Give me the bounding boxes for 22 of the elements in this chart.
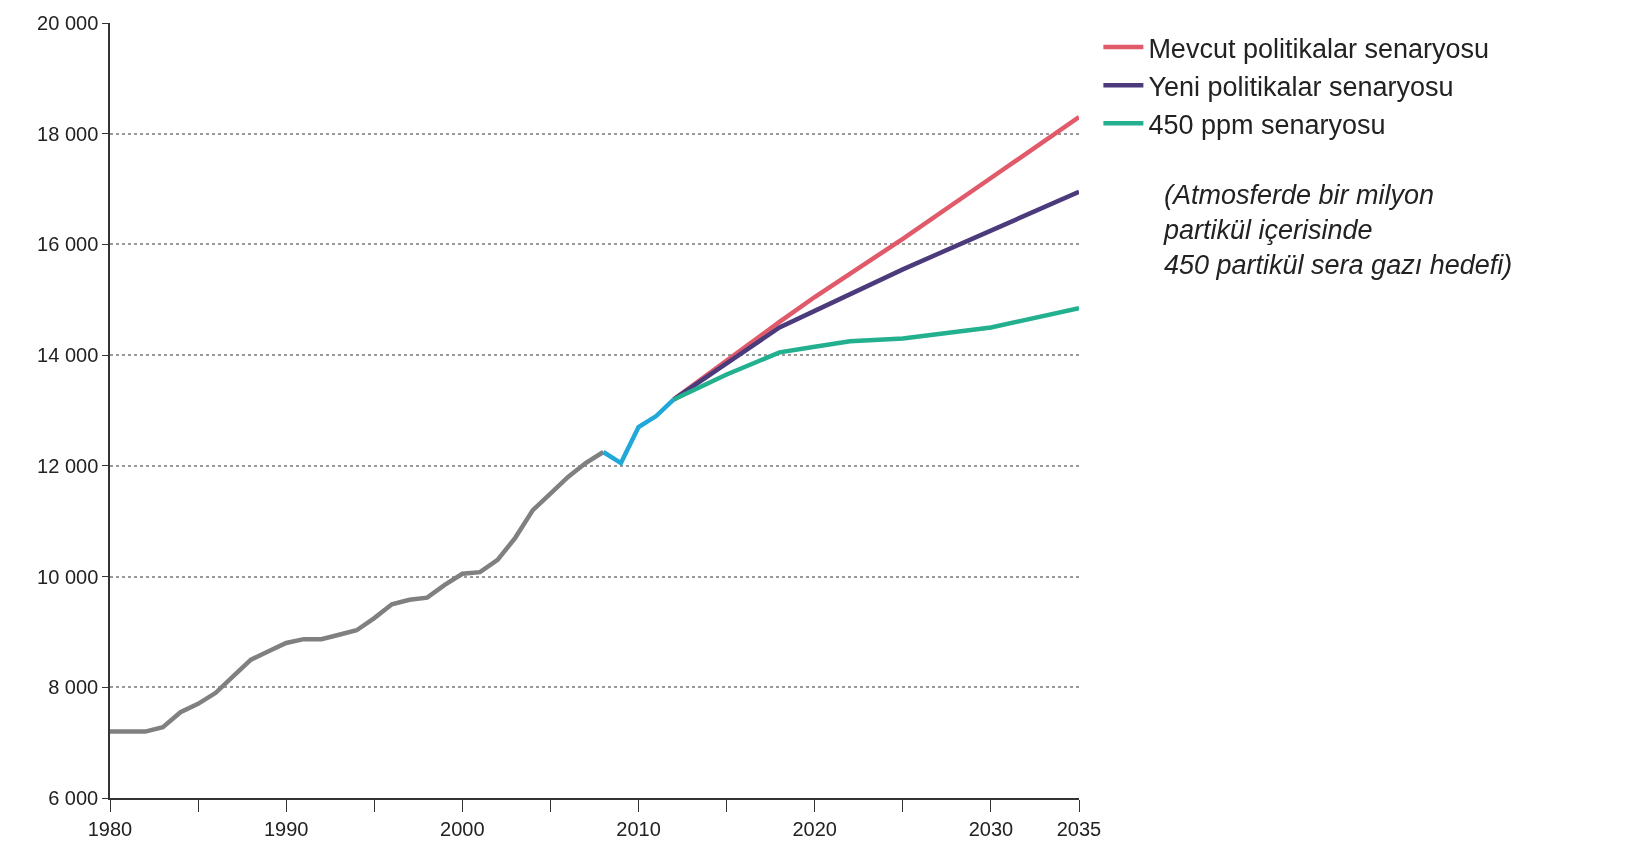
x-tick-label: 1980: [87, 817, 133, 840]
x-tick-label: 2035: [1056, 817, 1102, 840]
x-tick-label: 2020: [792, 817, 837, 840]
y-tick-label: 6 000: [48, 787, 99, 809]
x-tick-label: 2030: [968, 817, 1014, 840]
y-tick-label: 16 000: [37, 233, 99, 256]
y-tick-label: 10 000: [37, 565, 99, 588]
x-tick-label: 2000: [440, 817, 485, 840]
line-series: [601, 397, 677, 466]
line-series: [671, 305, 1079, 402]
y-tick-label: 12 000: [37, 454, 99, 477]
text: (Atmosferde bir milyon partikül içerisinde 450 partikül sera gazı hedefi): [1163, 180, 1513, 281]
line-series: [110, 449, 606, 734]
x-tick-label: 1990: [263, 817, 309, 840]
legend-label: Yeni politikalar senaryosu: [1148, 71, 1454, 102]
y-tick-label: 14 000: [37, 344, 99, 367]
y-tick-label: 20 000: [37, 12, 99, 34]
legend-label: 450 ppm senaryosu: [1148, 109, 1386, 140]
legend-label: Mevcut politikalar senaryosu: [1148, 33, 1490, 64]
y-tick-label: 8 000: [48, 676, 99, 699]
y-tick-label: 18 000: [37, 122, 99, 145]
x-tick-label: 2010: [616, 817, 661, 840]
